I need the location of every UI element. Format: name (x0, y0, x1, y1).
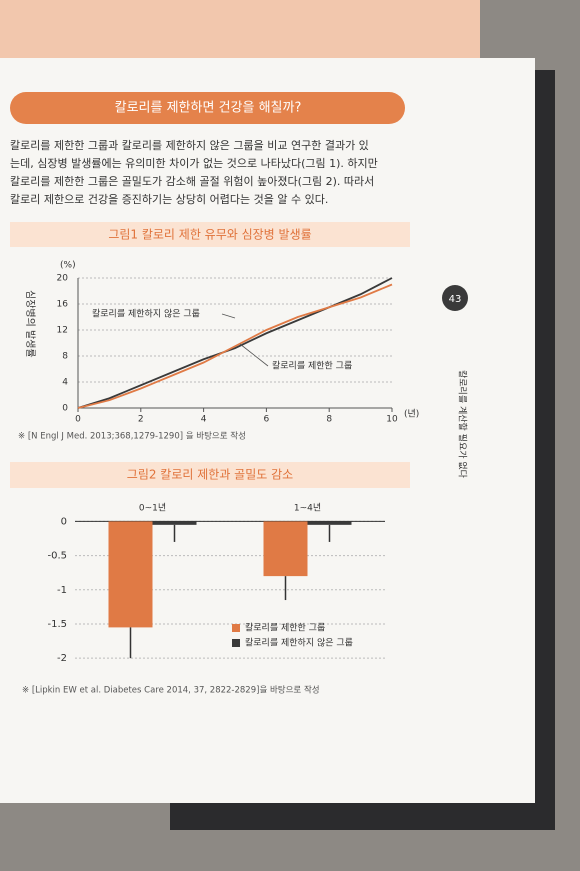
bar (152, 521, 197, 525)
paragraph-line: 칼로리를 제한한 그룹은 골밀도가 감소해 골절 위험이 높아졌다(그림 2).… (10, 174, 374, 188)
side-text: 칼로리를 계산할 필요가 없다 (457, 370, 469, 479)
y-tick-label: 0 (62, 404, 68, 414)
series-label: 칼로리를 제한하지 않은 그룹 (92, 309, 200, 320)
paragraph-line: 칼로리 제한으로 건강을 증진하기는 상당히 어렵다는 것을 알 수 있다. (10, 192, 328, 206)
series-line (77, 283, 393, 409)
y-tick-label: -0.5 (47, 551, 67, 562)
figure-title: 그림1 칼로리 제한 유무와 심장병 발생률 (108, 228, 311, 242)
paragraph-line: 칼로리를 제한한 그룹과 칼로리를 제한하지 않은 그룹을 비교 연구한 결과가… (10, 138, 369, 152)
category-label: 1~4년 (294, 503, 321, 514)
leader-line (239, 343, 269, 367)
x-tick-label: 2 (138, 415, 144, 425)
source: ※ [N Engl J Med. 2013;368,1279-1290] 을 바… (18, 431, 246, 442)
header-banner (10, 92, 405, 124)
figure-title-band (10, 222, 410, 247)
y-unit: (%) (60, 261, 76, 271)
legend-label: 칼로리를 제한한 그룹 (245, 623, 325, 634)
bar (108, 521, 153, 628)
page-badge (442, 285, 468, 311)
figure-title: 그림2 칼로리 제한과 골밀도 감소 (127, 468, 293, 482)
y-tick-label: 0 (61, 516, 67, 527)
category-label: 0~1년 (139, 503, 166, 514)
y-tick-label: -1.5 (47, 619, 67, 630)
y-tick-label: 8 (62, 352, 68, 362)
x-tick-label: 10 (386, 415, 398, 425)
bar (263, 521, 308, 577)
x-tick-label: 4 (201, 415, 207, 425)
series-label: 칼로리를 제한한 그룹 (272, 361, 352, 372)
x-tick-label: 8 (326, 415, 332, 425)
legend-label: 칼로리를 제한하지 않은 그룹 (245, 638, 353, 649)
bar (307, 521, 352, 525)
legend-swatch (232, 624, 240, 632)
paragraph-line: 는데, 심장병 발생률에는 유의미한 차이가 없는 것으로 나타났다(그림 1)… (10, 156, 378, 170)
y-axis-label: 심장병의 발생률 (24, 290, 36, 358)
y-tick-label: 20 (57, 274, 69, 284)
figure-title-band (10, 462, 410, 488)
x-unit: (년) (404, 409, 419, 420)
series-line (77, 277, 393, 409)
legend-swatch (232, 639, 240, 647)
y-tick-label: 16 (57, 300, 69, 310)
header-title: 칼로리를 제한하면 건강을 해칠까? (115, 101, 302, 116)
page-number: 43 (449, 294, 462, 305)
x-tick-label: 0 (75, 415, 81, 425)
y-tick-label: -1 (57, 585, 67, 596)
leader-line (221, 313, 236, 319)
y-tick-label: 12 (57, 326, 68, 336)
source: ※ [Lipkin EW et al. Diabetes Care 2014, … (22, 685, 320, 696)
previous-page (0, 0, 480, 62)
y-tick-label: 4 (62, 378, 68, 388)
page (0, 58, 535, 803)
x-tick-label: 6 (264, 415, 270, 425)
y-tick-label: -2 (57, 653, 67, 664)
